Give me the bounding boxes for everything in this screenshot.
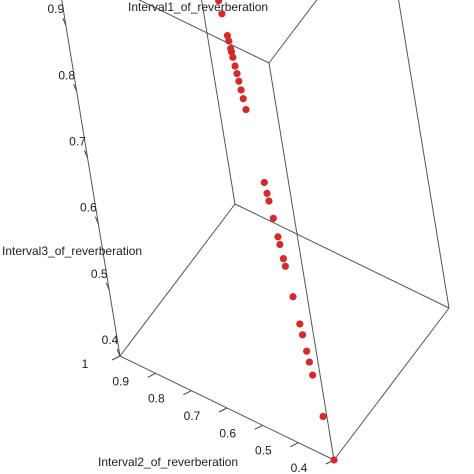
data-point — [223, 31, 231, 40]
data-point — [309, 371, 317, 379]
data-point — [274, 233, 282, 241]
x-axis-tick-label-2: 0.6 — [80, 201, 97, 215]
box-edge-0 — [268, 62, 335, 461]
x-axis-tick-5 — [62, 17, 67, 26]
y-axis-tick-1 — [290, 442, 299, 448]
y-axis-tick-label-0: 0.4 — [291, 461, 308, 474]
y-axis-tick-2 — [254, 424, 263, 430]
data-point — [215, 0, 223, 5]
y-axis-tick-3 — [218, 407, 228, 413]
y-axis-tick-label-6: 1 — [82, 357, 89, 371]
data-point — [279, 255, 288, 263]
y-axis-tick-4 — [183, 390, 192, 396]
y-axis-tick-label-5: 0.9 — [112, 374, 129, 388]
data-point — [237, 86, 245, 94]
data-point — [276, 240, 284, 249]
data-point — [298, 331, 307, 339]
data-point — [269, 214, 277, 222]
y-axis-tick-6 — [111, 355, 121, 361]
data-point — [218, 10, 226, 18]
data-point — [231, 62, 239, 70]
y-axis-tick-label-4: 0.8 — [148, 392, 165, 406]
x-axis-title: Interval1_of_reverberation — [128, 0, 268, 14]
data-point — [235, 77, 243, 85]
data-points — [215, 0, 338, 464]
x-axis-tick-label-0: 0.4 — [102, 333, 119, 347]
box-edge-2 — [333, 307, 450, 461]
data-point — [319, 412, 327, 421]
box-edge-3 — [138, 0, 270, 64]
x-axis-tick-label-5: 0.9 — [47, 2, 64, 16]
box-edge-8 — [398, 0, 450, 309]
data-point — [296, 320, 304, 328]
data-point — [233, 70, 241, 78]
x-axis-tick-label-3: 0.7 — [69, 135, 86, 149]
data-point — [289, 293, 297, 301]
x-axis-tick-1 — [105, 282, 110, 291]
box-edge-6 — [119, 203, 236, 357]
data-point — [229, 53, 237, 61]
data-point — [242, 105, 250, 114]
box-edge-11 — [201, 0, 236, 205]
data-point — [260, 178, 268, 187]
y-axis-tick-label-2: 0.6 — [219, 426, 236, 440]
x-axis-tick-2 — [94, 216, 99, 224]
x-axis-tick-label-4: 0.8 — [58, 68, 75, 82]
data-point — [303, 347, 311, 355]
x-axis-tick-4 — [73, 84, 78, 92]
x-axis-tick-3 — [84, 150, 88, 158]
box-edge-4 — [268, 0, 318, 64]
y-axis-tick-5 — [147, 372, 156, 378]
data-point — [263, 189, 271, 197]
y-axis-tick-label-3: 0.7 — [184, 409, 201, 423]
x-axis-tick-label-1: 0.5 — [91, 267, 108, 281]
data-point — [305, 358, 313, 366]
data-point — [225, 37, 233, 45]
z-axis-title: Interval3_of_reverberation — [2, 244, 142, 258]
data-point — [265, 197, 273, 205]
data-point — [227, 48, 236, 56]
y-axis-ticks: 0.4 0.5 0.6 0.7 0.8 0.9 1 — [82, 355, 335, 474]
data-point — [281, 262, 289, 270]
data-point — [330, 456, 338, 464]
box-edge-9 — [234, 203, 450, 309]
data-point — [239, 95, 247, 103]
box-edge-5 — [61, 0, 121, 357]
x-axis-ticks: 0.40.50.60.70.80.91 — [47, 2, 121, 357]
x-axis-tick-0 — [116, 348, 121, 357]
y-axis-title: Interval2_of_reverberation — [98, 455, 238, 469]
bounding-box — [61, 0, 450, 461]
y-axis-tick-label-1: 0.5 — [255, 444, 272, 458]
